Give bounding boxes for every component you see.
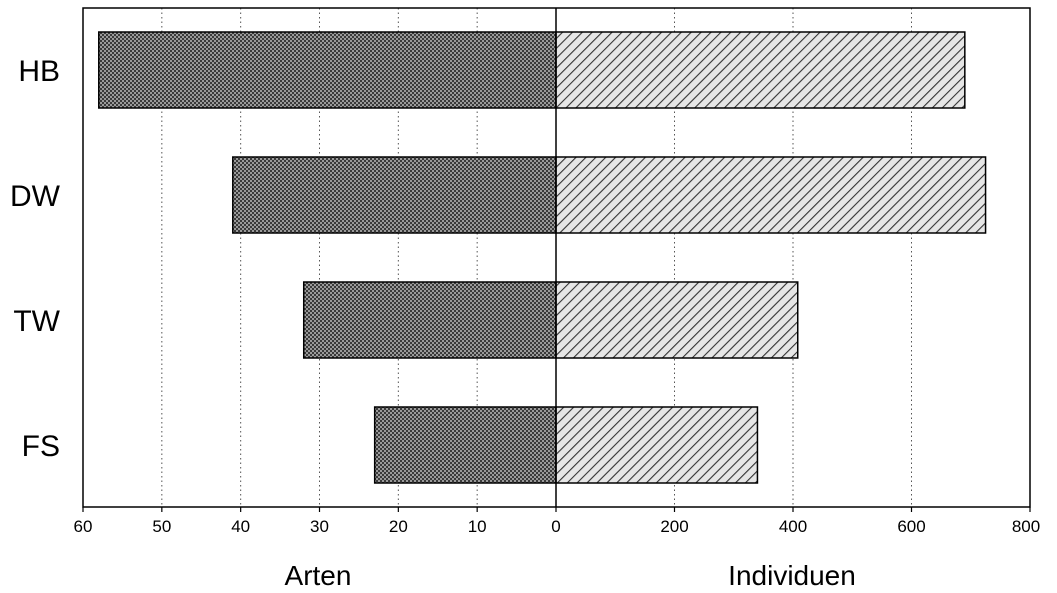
tick-label-right-800: 800 [1012,517,1040,536]
bar-arten-tw [302,281,557,359]
category-label-fs: FS [22,430,60,463]
bar-arten-dw [232,156,557,234]
tick-label-left-10: 10 [468,517,487,536]
tick-label-left-0: 0 [551,517,560,536]
tick-label-left-60: 60 [74,517,93,536]
bar-arten-fs [373,406,557,484]
tick-label-right-200: 200 [660,517,688,536]
tick-label-right-400: 400 [779,517,807,536]
bar-individuen-hb [555,31,966,109]
tick-label-left-40: 40 [231,517,250,536]
labels: HB DW TW FS 60 50 40 30 20 10 0 200 400 600 800 [10,55,1040,536]
tick-label-left-50: 50 [152,517,171,536]
bar-individuen-fs [555,406,759,484]
category-label-tw: TW [13,305,60,338]
category-label-dw: DW [10,180,61,213]
bar-arten-hb [98,31,557,109]
axis-title-right: Individuen [728,560,856,591]
bar-individuen-dw [555,156,987,234]
tick-label-right-600: 600 [897,517,925,536]
bar-individuen-tw [555,281,799,359]
tick-label-left-20: 20 [389,517,408,536]
plot-frame [82,7,1031,512]
tick-label-left-30: 30 [310,517,329,536]
bars [98,31,987,484]
category-label-hb: HB [18,55,60,88]
axis-title-left: Arten [285,560,352,591]
